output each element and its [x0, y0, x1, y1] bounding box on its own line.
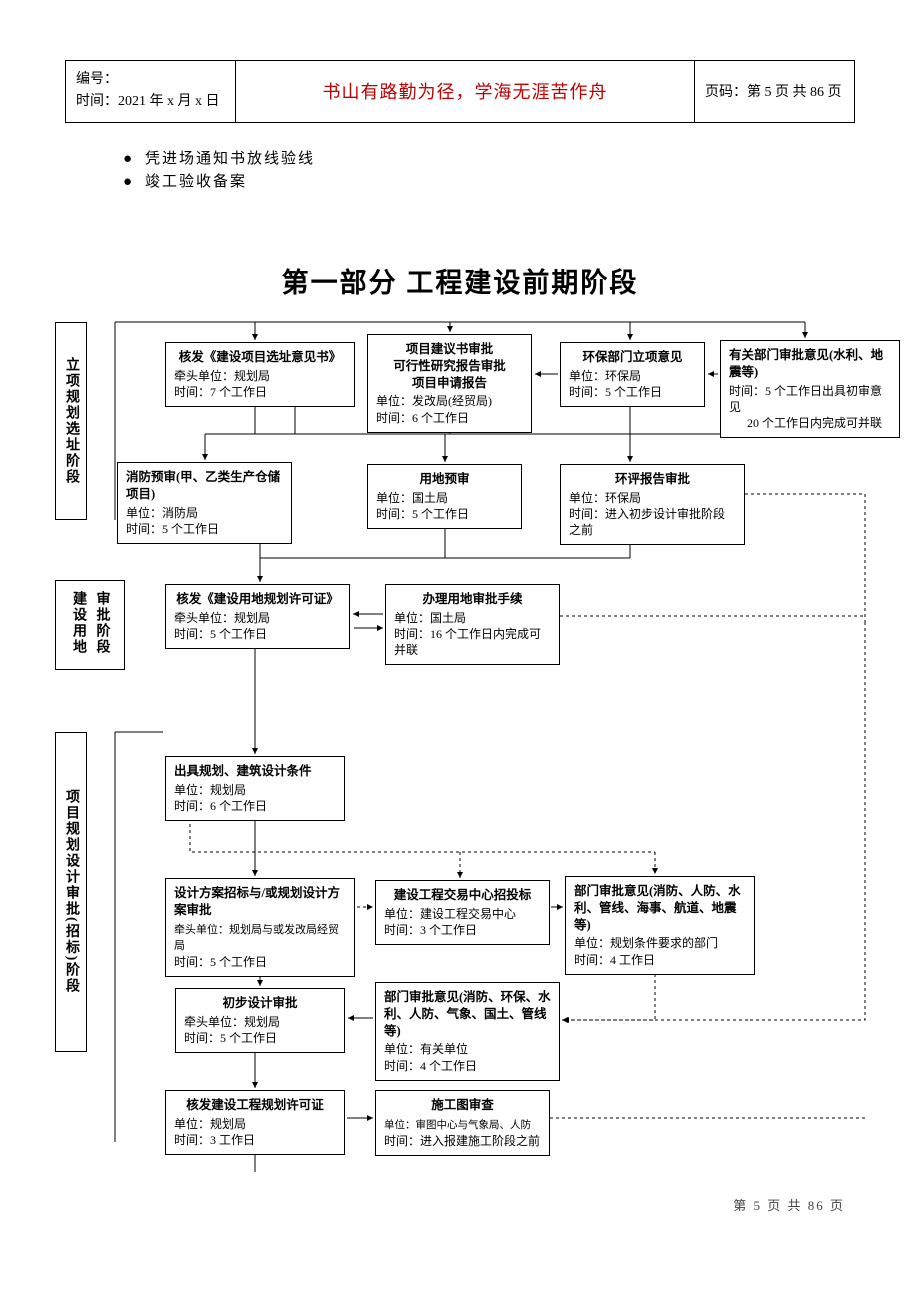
flow-node: 出具规划、建筑设计条件 单位：规划局时间：6 个工作日	[165, 756, 345, 821]
list-item: 竣工验收备案	[123, 170, 855, 191]
stage-label-1: 立项规划选址阶段	[55, 322, 87, 520]
flow-node: 环评报告审批 单位：环保局时间：进入初步设计审批阶段之前	[560, 464, 745, 545]
flow-node: 消防预审(甲、乙类生产仓储项目) 单位：消防局时间：5 个工作日	[117, 462, 292, 544]
flow-node: 有关部门审批意见(水利、地震等) 时间：5 个工作日出具初审意见20 个工作日内…	[720, 340, 900, 438]
serial-label: 编号：	[76, 72, 118, 87]
header-right: 页码：第 5 页 共 86 页	[695, 61, 855, 123]
motto: 书山有路勤为径，学海无涯苦作舟	[323, 82, 608, 102]
flow-node: 核发《建设用地规划许可证》 牵头单位：规划局时间：5 个工作日	[165, 584, 350, 649]
header-left: 编号： 时间：2021 年 x 月 x 日	[66, 61, 236, 123]
flow-node: 办理用地审批手续 单位：国土局时间：16 个工作日内完成可并联	[385, 584, 560, 665]
flow-node: 核发《建设项目选址意见书》 牵头单位：规划局时间：7 个工作日	[165, 342, 355, 407]
part-title: 第一部分 工程建设前期阶段	[65, 261, 855, 300]
stage-label-2: 建设用地审批阶段	[55, 580, 125, 670]
header-table: 编号： 时间：2021 年 x 月 x 日 书山有路勤为径，学海无涯苦作舟 页码…	[65, 60, 855, 123]
flow-node: 部门审批意见(消防、人防、水利、管线、海事、航道、地震等) 单位：规划条件要求的…	[565, 876, 755, 975]
flow-node: 核发建设工程规划许可证 单位：规划局时间：3 工作日	[165, 1090, 345, 1155]
flow-node: 用地预审 单位：国土局时间：5 个工作日	[367, 464, 522, 529]
flow-node: 部门审批意见(消防、环保、水利、人防、气象、国土、管线等) 单位：有关单位时间：…	[375, 982, 560, 1081]
date-label: 时间：2021 年 x 月 x 日	[76, 94, 220, 109]
flow-node: 项目建议书审批 可行性研究报告审批 项目申请报告 单位：发改局(经贸局)时间：6…	[367, 334, 532, 433]
flow-node: 初步设计审批 牵头单位：规划局时间：5 个工作日	[175, 988, 345, 1053]
footer-page: 第 5 页 共 86 页	[733, 1195, 845, 1214]
flow-node: 设计方案招标与/或规划设计方案审批 牵头单位：规划局与或发改局经贸局时间：5 个…	[165, 878, 355, 978]
page-label: 页码：第 5 页 共 86 页	[705, 85, 842, 100]
list-item: 凭进场通知书放线验线	[123, 147, 855, 168]
flow-node: 建设工程交易中心招投标 单位：建设工程交易中心时间：3 个工作日	[375, 880, 550, 945]
header-mid: 书山有路勤为径，学海无涯苦作舟	[236, 61, 695, 123]
stage-label-3: 项目规划设计审批(招标)阶段	[55, 732, 87, 1052]
flow-node: 施工图审查 单位：审图中心与气象局、人防时间：进入报建施工阶段之前	[375, 1090, 550, 1156]
bullet-list: 凭进场通知书放线验线 竣工验收备案	[83, 147, 855, 191]
flow-node: 环保部门立项意见 单位：环保局时间：5 个工作日	[560, 342, 705, 407]
flow-diagram: 立项规划选址阶段 建设用地审批阶段 项目规划设计审批(招标)阶段 核发《建设项目…	[55, 322, 865, 1172]
